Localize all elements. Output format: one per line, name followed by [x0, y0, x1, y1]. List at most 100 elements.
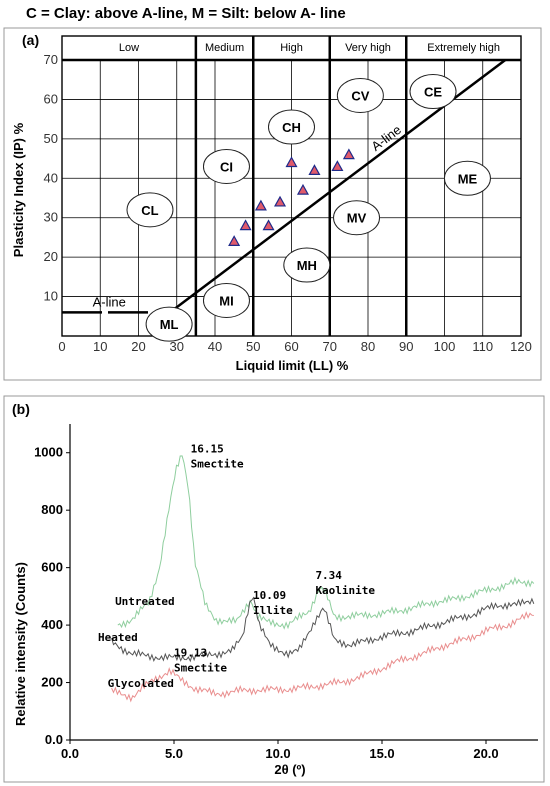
- zone-ellipse: [443, 160, 491, 196]
- y-tick-label: 60: [44, 91, 58, 106]
- zone-ellipse: [409, 74, 457, 110]
- panel-a-frame: [3, 27, 542, 381]
- series-line-untreated: [117, 455, 535, 630]
- peak-mineral: Smectite: [191, 458, 244, 471]
- peak-mineral: Smectite: [174, 662, 227, 675]
- zone-label: CV: [351, 88, 369, 103]
- x-tick-label: 15.0: [369, 746, 394, 761]
- series-label: Heated: [98, 631, 138, 644]
- zone-label: CE: [424, 85, 442, 100]
- peak-d-spacing: 19.13: [174, 647, 207, 660]
- series-lines: [111, 455, 535, 703]
- x-tick-label: 10: [93, 339, 107, 354]
- zone-label: CH: [282, 120, 301, 135]
- data-point-triangle: [239, 219, 252, 231]
- y-tick-label: 20: [44, 249, 58, 264]
- data-point-triangle: [274, 195, 287, 207]
- zone-label: MI: [219, 294, 233, 309]
- peak-d-spacing: 10.09: [253, 589, 286, 602]
- y-tick-label: 400: [41, 617, 63, 632]
- x-tick-label: 70: [323, 339, 337, 354]
- x-tick-label: 30: [170, 339, 184, 354]
- panel-label-a: (a): [22, 32, 39, 48]
- tick-labels: 0 10 20 30 40 50 60 70 80 90 100 110 120 10 20 30 40 50 60…: [44, 52, 532, 354]
- y-tick-label: 40: [44, 170, 58, 185]
- panel-b-frame: [3, 395, 545, 783]
- zone-label: CL: [141, 203, 158, 218]
- y-axis-label-a: Plasticity Index (IP) %: [11, 122, 26, 257]
- series-line-heated: [111, 596, 535, 663]
- band-label: High: [280, 42, 303, 54]
- zone-ellipse: [336, 77, 384, 113]
- x-tick-label: 60: [284, 339, 298, 354]
- x-tick-label: 10.0: [265, 746, 290, 761]
- x-tick-label: 0.0: [61, 746, 79, 761]
- x-tick-label: 50: [246, 339, 260, 354]
- zone-ellipse: [126, 192, 174, 228]
- zone-ellipse: [202, 283, 250, 319]
- band-label: Extremely high: [427, 42, 500, 54]
- x-axis-label-b: 2θ (º): [274, 762, 305, 777]
- series-label: Untreated: [115, 595, 175, 608]
- y-tick-label: 30: [44, 210, 58, 225]
- band-label: Low: [119, 42, 139, 54]
- x-axis-label-a: Liquid limit (LL) %: [236, 358, 349, 373]
- x-tick-label: 90: [399, 339, 413, 354]
- series-line-glycolated: [111, 611, 534, 703]
- x-tick-label: 0: [58, 339, 65, 354]
- axes: [69, 424, 538, 741]
- data-point-triangle: [228, 235, 241, 246]
- x-tick-label: 120: [510, 339, 532, 354]
- band-label: Very high: [345, 42, 391, 54]
- y-tick-label: 800: [41, 502, 63, 517]
- data-point-triangle: [308, 164, 321, 175]
- zone-ellipse: [333, 200, 381, 236]
- y-tick-label: 0.0: [45, 732, 63, 747]
- zone-ellipse: [202, 148, 250, 184]
- x-tick-label: 110: [472, 339, 493, 354]
- soil-class-zones: CL ML CI MI CH MH CV MV CE ME: [126, 74, 491, 342]
- series-labels: Untreated Heated Glycolated: [98, 595, 175, 690]
- data-point-triangle: [262, 219, 275, 231]
- x-tick-label: 5.0: [165, 746, 183, 761]
- data-point-triangle: [342, 148, 355, 160]
- panel-label-b: (b): [12, 401, 30, 417]
- series-label: Glycolated: [108, 677, 174, 690]
- peak-d-spacing: 16.15: [191, 443, 224, 456]
- chart-title: C = Clay: above A-line, M = Silt: below …: [26, 5, 346, 22]
- y-tick-label: 70: [44, 52, 58, 67]
- zone-label: ME: [458, 171, 478, 186]
- x-tick-label: 80: [361, 339, 375, 354]
- y-tick-label: 200: [41, 675, 63, 690]
- zone-label: MH: [297, 258, 317, 273]
- band-label: Medium: [205, 42, 244, 54]
- peak-mineral: Illite: [253, 604, 293, 617]
- data-point-triangle: [331, 160, 344, 172]
- zone-label: ML: [160, 317, 179, 332]
- tick-labels: 0.0 5.0 10.0 15.0 20.0 0.0 200 400 600 800 1000: [34, 445, 499, 761]
- a-line-label: A-line: [93, 294, 126, 309]
- x-tick-label: 100: [434, 339, 456, 354]
- zone-label: CI: [220, 159, 233, 174]
- data-point-triangle: [296, 183, 309, 195]
- peak-mineral: Kaolinite: [315, 584, 375, 597]
- y-tick-label: 600: [41, 560, 63, 575]
- xrd-chart: (b) Relative intensity (Counts) 2θ (º) 0…: [3, 395, 545, 783]
- plasticity-chart: C = Clay: above A-line, M = Silt: below …: [3, 5, 542, 381]
- y-axis-label-b: Relative intensity (Counts): [13, 562, 28, 726]
- plasticity-bands: Low Medium High Very high Extremely high: [119, 36, 500, 336]
- peak-d-spacing: 7.34: [315, 569, 342, 582]
- y-tick-label: 1000: [34, 445, 63, 460]
- y-tick-label: 50: [44, 131, 58, 146]
- data-points: [228, 148, 355, 246]
- data-point-triangle: [254, 199, 267, 211]
- y-tick-label: 10: [44, 289, 58, 304]
- x-tick-label: 20.0: [473, 746, 498, 761]
- data-point-triangle: [285, 156, 298, 168]
- zone-ellipse: [283, 247, 331, 283]
- plot-border: [61, 35, 522, 337]
- x-tick-label: 20: [131, 339, 145, 354]
- zone-ellipse: [268, 109, 315, 145]
- zone-label: MV: [347, 211, 367, 226]
- peak-annotations: 16.15 Smectite 10.09 Illite 7.34 Kaolinite 19.…: [174, 443, 375, 675]
